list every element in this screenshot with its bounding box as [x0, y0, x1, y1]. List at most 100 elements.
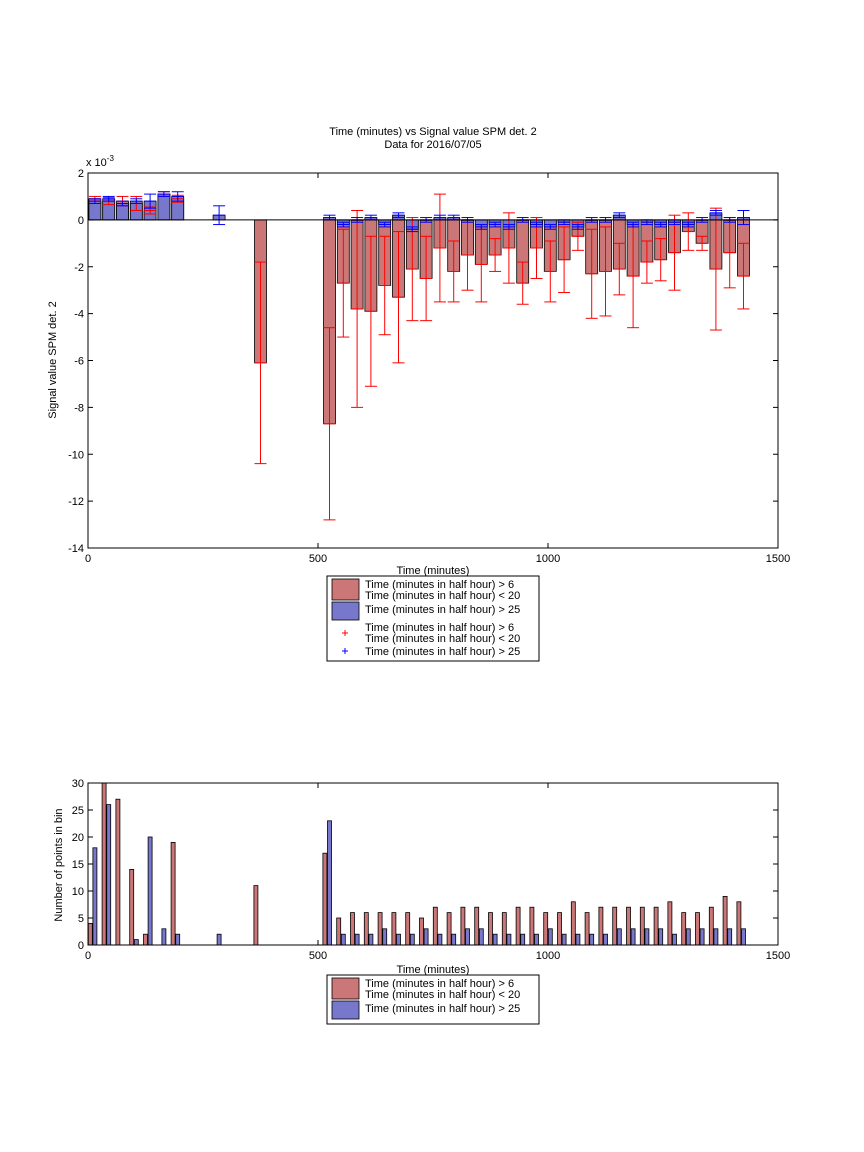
- x-tick-label: 1500: [766, 553, 790, 565]
- bar: [405, 912, 411, 946]
- bar: [589, 933, 595, 946]
- legend-box: [326, 575, 540, 662]
- bar: [708, 906, 714, 946]
- bar: [557, 912, 562, 946]
- bar: [488, 912, 493, 946]
- bar: [327, 820, 332, 946]
- bar: [396, 933, 401, 946]
- y-tick-label: 2: [78, 168, 84, 180]
- bar: [115, 798, 121, 946]
- bar: [685, 928, 691, 946]
- bar: [419, 917, 424, 946]
- bar: [92, 847, 98, 946]
- x-tick-label: 500: [309, 950, 327, 962]
- bar: [681, 912, 687, 946]
- legend-swatch: [331, 601, 360, 621]
- x-tick-label: 0: [85, 553, 91, 565]
- bar: [161, 928, 167, 946]
- legend-label: Time (minutes in half hour) > 6: [365, 622, 514, 634]
- bar: [382, 928, 388, 946]
- y-axis-label: Signal value SPM det. 2: [47, 301, 59, 418]
- bar: [446, 912, 452, 946]
- y-tick-label: 15: [72, 859, 84, 871]
- legend-swatch: [331, 578, 360, 601]
- legend-label-line2: Time (minutes in half hour) < 20: [365, 633, 520, 645]
- bar: [736, 901, 742, 946]
- y-tick-label: 30: [72, 778, 84, 790]
- bar: [87, 923, 93, 946]
- legend-label: Time (minutes in half hour) > 6: [365, 579, 514, 591]
- legend-label: Time (minutes in half hour) > 25: [365, 1003, 520, 1015]
- bar: [543, 912, 549, 946]
- legend-label-line2: Time (minutes in half hour) < 20: [365, 590, 520, 602]
- signal-axes: 0 500 1000 1500 2 0 -2 -4 -6 -8 -10 -12 -14: [68, 168, 790, 565]
- bar: [147, 836, 153, 946]
- signal-chart: Time (minutes) vs Signal value SPM det. …: [47, 126, 790, 662]
- bar: [216, 933, 222, 946]
- count-chart: Number of points in bin Time (minutes) 0…: [53, 778, 790, 1025]
- bar: [409, 933, 415, 946]
- bar: [699, 928, 705, 946]
- y-exponent-base: x 10: [86, 157, 107, 169]
- chart-title: Time (minutes) vs Signal value SPM det. …: [329, 126, 536, 138]
- bar: [672, 933, 677, 946]
- bar: [368, 933, 374, 946]
- bar: [336, 917, 342, 946]
- bar: [492, 933, 498, 946]
- y-tick-label: -6: [74, 356, 84, 368]
- y-tick-label: 5: [78, 913, 84, 925]
- bar: [478, 928, 484, 946]
- bar: [175, 933, 181, 946]
- bar: [570, 901, 576, 946]
- bar: [129, 869, 135, 946]
- bar: [534, 933, 539, 946]
- bar: [363, 912, 369, 946]
- bar: [713, 928, 719, 946]
- x-axis-label: Time (minutes): [397, 565, 470, 577]
- y-tick-label: -10: [68, 449, 84, 461]
- legend-swatch: [331, 1000, 360, 1020]
- y-tick-label: 0: [78, 940, 84, 952]
- bar: [529, 906, 535, 946]
- bar: [616, 928, 622, 946]
- legend-box: [326, 974, 540, 1025]
- bar: [322, 852, 328, 946]
- y-exponent-power: -3: [107, 154, 115, 163]
- bar: [501, 912, 507, 946]
- x-tick-label: 500: [309, 553, 327, 565]
- bar: [157, 193, 171, 221]
- bar: [170, 842, 176, 946]
- bar: [612, 906, 618, 946]
- y-tick-label: 0: [78, 215, 84, 227]
- bar: [603, 933, 608, 946]
- y-tick-label: -12: [68, 496, 84, 508]
- bar: [340, 933, 346, 946]
- legend-swatch: [331, 977, 360, 1000]
- chart-subtitle: Data for 2016/07/05: [384, 139, 481, 151]
- count-marks: [87, 782, 746, 946]
- bar: [253, 885, 259, 946]
- y-tick-label: -4: [74, 309, 84, 321]
- bar: [101, 782, 107, 946]
- bar: [377, 912, 383, 946]
- legend-label: Time (minutes in half hour) > 25: [365, 604, 520, 616]
- y-exponent-label: x 10-3: [86, 154, 114, 169]
- bar: [143, 933, 148, 946]
- bar: [667, 901, 673, 946]
- y-axis-label-bottom: Number of points in bin: [53, 808, 65, 921]
- bar: [630, 928, 636, 946]
- x-axis-label-bottom: Time (minutes): [397, 964, 470, 976]
- signal-marks: [88, 191, 750, 521]
- bar: [506, 933, 512, 946]
- bar: [106, 804, 112, 946]
- bar: [437, 933, 443, 946]
- bar: [741, 928, 746, 946]
- legend-label-line2: Time (minutes in half hour) < 20: [365, 989, 520, 1001]
- bar: [474, 906, 480, 946]
- bar: [658, 928, 664, 946]
- bar: [391, 912, 397, 946]
- y-tick-label: -2: [74, 262, 84, 274]
- bar: [626, 906, 631, 946]
